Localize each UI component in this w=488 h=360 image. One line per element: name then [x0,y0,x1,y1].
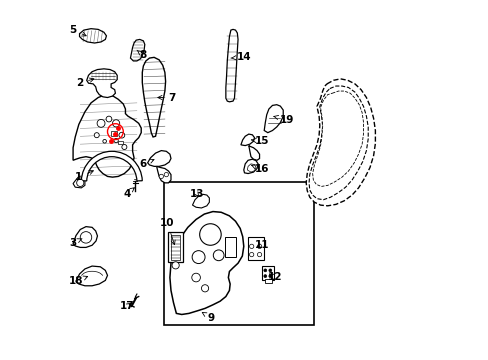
Bar [111,131,117,136]
Polygon shape [225,30,238,102]
Polygon shape [248,145,259,160]
Text: 15: 15 [251,136,268,146]
Circle shape [249,252,253,257]
Circle shape [249,244,253,248]
Bar [261,266,274,280]
Circle shape [159,174,163,179]
Circle shape [192,251,204,264]
Polygon shape [73,95,141,177]
Text: 13: 13 [189,189,204,199]
Circle shape [102,139,106,143]
Text: 4: 4 [123,188,134,199]
Circle shape [119,132,124,138]
Circle shape [201,285,208,292]
Circle shape [191,273,200,282]
Polygon shape [247,164,255,172]
Wedge shape [81,151,142,181]
Text: 1: 1 [75,171,93,182]
Text: 11: 11 [254,240,268,250]
Polygon shape [312,91,363,186]
Polygon shape [169,212,244,315]
Polygon shape [308,86,367,200]
Circle shape [77,179,83,186]
Circle shape [112,120,120,127]
Text: 5: 5 [69,25,86,36]
Bar [163,182,314,325]
Text: 12: 12 [267,272,282,282]
Text: 16: 16 [251,164,268,174]
Text: 10: 10 [160,218,175,244]
Bar [171,235,180,260]
Circle shape [164,172,168,177]
Bar [118,140,122,144]
Polygon shape [192,194,209,208]
Circle shape [172,262,179,269]
Circle shape [80,231,92,243]
Text: 6: 6 [140,159,154,169]
Polygon shape [156,166,171,183]
Circle shape [264,269,266,272]
Text: 17: 17 [120,301,134,311]
Circle shape [257,252,261,257]
Polygon shape [80,29,106,43]
Text: 18: 18 [68,276,87,286]
Text: 9: 9 [202,312,215,323]
Text: 8: 8 [137,50,147,60]
Polygon shape [73,226,97,247]
Polygon shape [130,40,144,61]
Bar [168,232,183,262]
Polygon shape [241,134,254,145]
Text: 7: 7 [158,93,175,103]
Polygon shape [264,105,283,133]
Text: 14: 14 [230,52,250,62]
Circle shape [257,244,261,248]
Bar [224,237,235,257]
Circle shape [122,144,126,149]
Circle shape [106,116,112,122]
Circle shape [268,275,271,278]
Circle shape [114,138,118,143]
Bar [264,279,271,283]
Circle shape [268,269,271,272]
Text: 3: 3 [69,238,82,248]
Polygon shape [305,79,375,206]
Circle shape [94,133,99,138]
Circle shape [264,275,266,278]
Circle shape [213,250,224,261]
Bar [247,237,264,260]
Text: 2: 2 [76,78,94,88]
Circle shape [199,224,221,245]
Polygon shape [76,266,107,286]
Circle shape [97,120,105,127]
Polygon shape [86,69,117,98]
Text: 19: 19 [273,115,293,125]
Polygon shape [73,176,85,188]
Polygon shape [142,57,165,137]
Polygon shape [147,150,171,166]
Polygon shape [244,159,258,174]
